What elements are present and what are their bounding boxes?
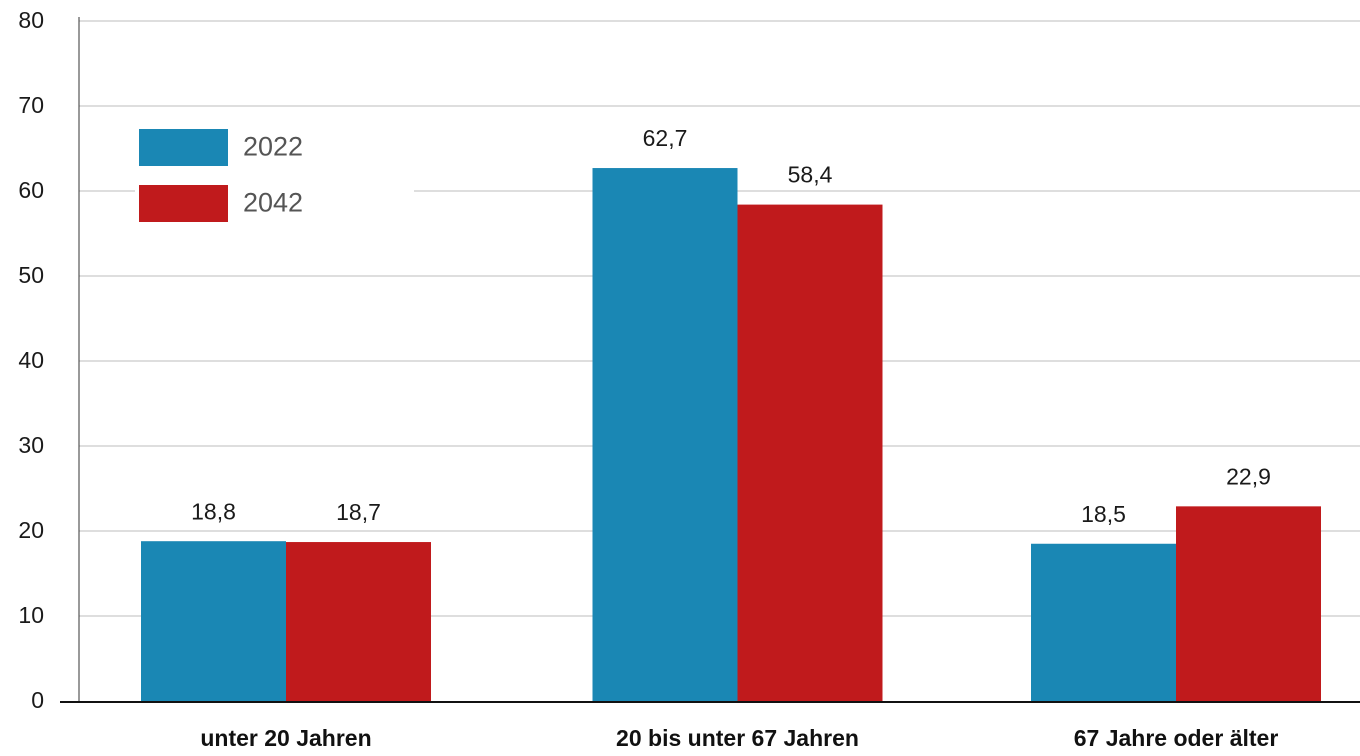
x-category-label: 20 bis unter 67 Jahren (616, 725, 859, 751)
y-tick-label: 10 (18, 602, 44, 628)
y-tick-label: 60 (18, 177, 44, 203)
data-label: 18,8 (191, 498, 236, 524)
y-tick-label: 30 (18, 432, 44, 458)
data-label: 58,4 (788, 162, 833, 188)
bars (141, 168, 1321, 702)
y-tick-label: 80 (18, 7, 44, 33)
y-tick-label: 70 (18, 92, 44, 118)
legend-swatch-2042 (139, 185, 228, 222)
y-axis-ticks: 0 10 20 30 40 50 60 70 80 (18, 7, 44, 713)
bar-2022-1 (592, 168, 738, 702)
x-category-label: unter 20 Jahren (200, 725, 371, 751)
data-label: 18,5 (1081, 501, 1126, 527)
legend: 2022 2042 (135, 125, 414, 226)
bar-2042-0 (286, 542, 431, 701)
y-tick-label: 20 (18, 517, 44, 543)
data-label: 62,7 (643, 125, 688, 151)
legend-label: 2022 (243, 132, 303, 162)
bar-2042-1 (737, 204, 883, 701)
bar-2022-2 (1031, 543, 1176, 701)
legend-label: 2042 (243, 188, 303, 218)
data-label: 22,9 (1226, 463, 1271, 489)
axes (60, 17, 1360, 703)
y-tick-label: 50 (18, 262, 44, 288)
data-label: 18,7 (336, 499, 381, 525)
bar-2022-0 (141, 541, 286, 701)
x-axis-category-labels: unter 20 Jahren 20 bis unter 67 Jahren 67 … (200, 725, 1278, 751)
y-tick-label: 0 (31, 687, 44, 713)
legend-swatch-2022 (139, 129, 228, 166)
data-labels: 18,8 18,7 62,7 58,4 18,5 22,9 (191, 125, 1271, 527)
y-tick-label: 40 (18, 347, 44, 373)
bar-2042-2 (1176, 506, 1321, 701)
x-category-label: 67 Jahre oder älter (1074, 725, 1279, 751)
